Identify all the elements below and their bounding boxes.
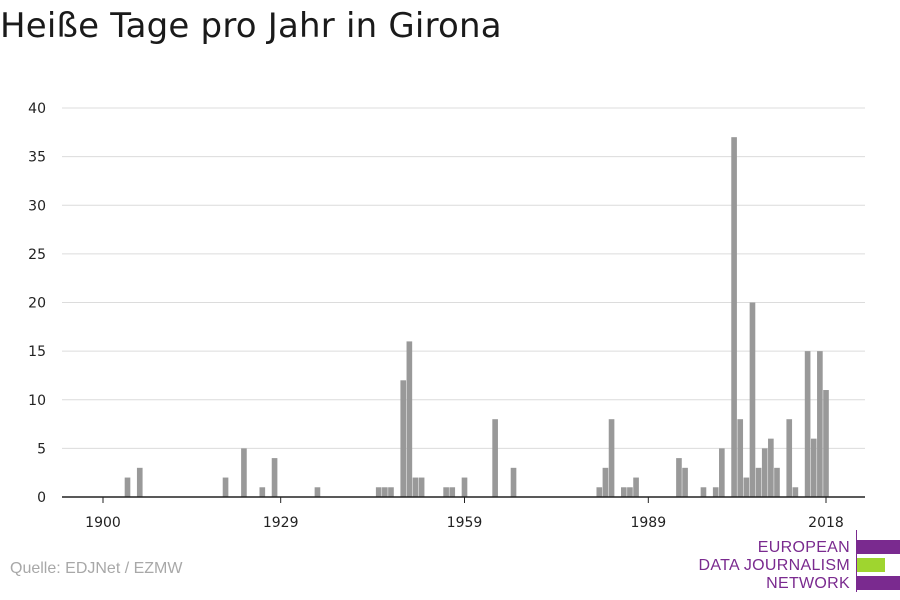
- bar: [627, 487, 633, 497]
- bar: [682, 467, 688, 497]
- bar: [443, 487, 449, 497]
- bar: [633, 477, 639, 497]
- bar: [449, 487, 456, 497]
- bar: [461, 477, 468, 497]
- bar: [596, 487, 603, 497]
- bar: [418, 477, 425, 497]
- bars: [124, 137, 829, 498]
- logo-line-3: NETWORK: [766, 575, 850, 592]
- x-tick-labels: 1900 1929 1959 1989 2018: [85, 515, 844, 531]
- bar: [124, 477, 131, 497]
- x-tick-label: 1900: [85, 515, 121, 531]
- edjnet-logo: EUROPEAN DATA JOURNALISM NETWORK: [698, 530, 900, 600]
- y-tick-label: 20: [28, 296, 46, 312]
- bar: [608, 419, 615, 497]
- y-tick-labels: 0 5 10 15 20 25 30 35 40: [28, 101, 46, 506]
- bar: [731, 137, 737, 498]
- grid-lines: [62, 107, 865, 449]
- logo-line-2: DATA JOURNALISM: [698, 557, 850, 574]
- logo-bar-bottom: [857, 576, 900, 590]
- bar: [620, 487, 627, 497]
- bar: [375, 487, 382, 497]
- bar: [804, 351, 811, 497]
- y-tick-label: 15: [28, 344, 46, 360]
- bar: [700, 487, 707, 497]
- bar: [676, 458, 682, 497]
- x-tick-label: 1929: [263, 515, 299, 531]
- bar: [314, 487, 321, 497]
- bar: [136, 467, 143, 497]
- bar: [712, 487, 719, 497]
- y-tick-label: 35: [28, 150, 46, 166]
- bar: [786, 419, 793, 497]
- bar: [719, 448, 725, 497]
- bar: [400, 380, 407, 497]
- logo-line-1: EUROPEAN: [757, 539, 850, 556]
- bar: [823, 390, 829, 497]
- y-tick-label: 10: [28, 393, 46, 409]
- bar: [810, 438, 817, 497]
- x-tick-label: 1989: [630, 515, 666, 531]
- bar: [792, 487, 799, 497]
- bar: [271, 458, 278, 497]
- y-tick-label: 30: [28, 198, 46, 214]
- logo-bar-middle: [857, 558, 885, 572]
- bar: [406, 341, 413, 497]
- bar: [382, 487, 388, 497]
- y-tick-label: 0: [37, 490, 46, 506]
- logo-bar-top: [857, 540, 900, 554]
- y-tick-label: 5: [37, 441, 46, 457]
- bar: [743, 477, 750, 497]
- bar: [388, 487, 394, 497]
- x-tick-label: 2018: [808, 515, 844, 531]
- bar: [510, 467, 517, 497]
- bar: [768, 438, 774, 497]
- y-tick-label: 25: [28, 247, 46, 263]
- bar: [774, 467, 780, 497]
- bar: [817, 351, 823, 497]
- bar: [412, 477, 419, 497]
- x-tick-label: 1959: [447, 515, 483, 531]
- x-axis: [62, 496, 865, 503]
- chart-title: Heiße Tage pro Jahr in Girona: [0, 6, 502, 46]
- bar: [259, 487, 266, 497]
- bar: [492, 419, 498, 497]
- bar: [749, 302, 756, 497]
- bar: [602, 467, 609, 497]
- bar: [737, 419, 744, 497]
- bar: [241, 448, 247, 497]
- source-note: Quelle: EDJNet / EZMW: [10, 560, 183, 577]
- y-tick-label: 40: [28, 101, 46, 117]
- bar: [755, 467, 762, 497]
- logo-divider: [856, 530, 857, 592]
- bar: [222, 477, 229, 497]
- bar: [761, 448, 768, 497]
